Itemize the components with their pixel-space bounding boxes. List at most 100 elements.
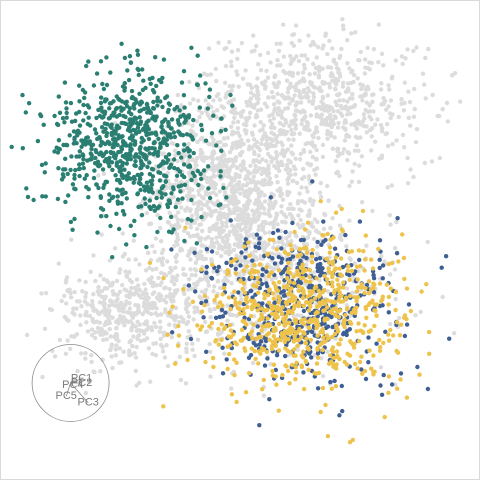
- data-point: [291, 339, 296, 344]
- data-point: [307, 267, 313, 273]
- data-point: [55, 196, 61, 202]
- data-point: [276, 268, 282, 273]
- data-point: [351, 79, 356, 85]
- data-point: [39, 291, 44, 296]
- data-point: [188, 257, 193, 262]
- data-point: [74, 306, 79, 311]
- data-point: [179, 218, 185, 223]
- data-point: [83, 142, 88, 147]
- data-point: [257, 285, 262, 291]
- data-point: [370, 99, 375, 105]
- data-point: [356, 248, 362, 253]
- data-point: [302, 66, 307, 71]
- data-point: [247, 253, 252, 258]
- data-point: [312, 316, 317, 322]
- data-point: [131, 127, 136, 133]
- data-point: [184, 132, 190, 137]
- data-point: [97, 113, 103, 119]
- data-point: [98, 59, 104, 64]
- data-point: [159, 250, 165, 256]
- data-point: [171, 130, 177, 135]
- data-point: [318, 261, 323, 267]
- data-point: [137, 115, 142, 120]
- data-point: [85, 302, 90, 307]
- data-point: [220, 205, 225, 210]
- data-point: [199, 206, 204, 212]
- data-point: [318, 342, 323, 348]
- data-point: [311, 91, 316, 96]
- data-point: [328, 113, 333, 118]
- data-point: [288, 168, 293, 173]
- data-point: [413, 140, 419, 145]
- data-point: [114, 211, 119, 216]
- data-point: [324, 297, 330, 303]
- data-point: [241, 335, 246, 341]
- data-point: [142, 188, 148, 193]
- data-point: [435, 113, 440, 119]
- data-point: [269, 277, 274, 282]
- data-point: [310, 224, 316, 230]
- data-point: [345, 112, 350, 117]
- data-point: [356, 57, 361, 63]
- data-point: [335, 329, 341, 334]
- data-point: [325, 281, 330, 286]
- data-point: [153, 55, 158, 60]
- data-point: [270, 291, 276, 296]
- data-point: [238, 293, 244, 298]
- data-point: [162, 173, 167, 178]
- data-point: [217, 189, 223, 194]
- data-point: [183, 208, 188, 213]
- data-point: [255, 85, 260, 90]
- data-point: [298, 258, 303, 263]
- data-point: [260, 267, 265, 272]
- data-point: [237, 151, 243, 157]
- data-point: [211, 137, 216, 142]
- data-point: [124, 177, 130, 182]
- data-point: [265, 293, 271, 298]
- data-point: [264, 322, 270, 327]
- data-point: [359, 285, 365, 290]
- data-point: [235, 56, 240, 61]
- data-point: [265, 316, 270, 321]
- data-point: [163, 130, 168, 135]
- data-point: [113, 347, 119, 352]
- data-point: [386, 310, 391, 315]
- data-point: [301, 303, 306, 308]
- data-point: [256, 361, 261, 366]
- data-point: [130, 134, 135, 139]
- data-point: [285, 276, 290, 281]
- data-point: [83, 110, 88, 116]
- data-point: [419, 289, 424, 294]
- data-point: [242, 166, 248, 172]
- data-point: [205, 72, 210, 78]
- data-point: [191, 117, 196, 123]
- data-point: [364, 130, 369, 135]
- data-point: [322, 117, 327, 123]
- data-point: [371, 353, 376, 358]
- data-point: [214, 294, 219, 299]
- data-point: [94, 71, 100, 76]
- data-point: [152, 249, 157, 255]
- data-point: [157, 178, 163, 183]
- data-point: [333, 306, 338, 311]
- data-point: [362, 290, 367, 296]
- data-point: [292, 112, 297, 118]
- data-point: [304, 185, 309, 190]
- data-point: [325, 183, 330, 189]
- data-point: [203, 98, 208, 103]
- data-point: [83, 390, 89, 396]
- data-point: [259, 80, 265, 86]
- data-point: [185, 310, 190, 315]
- biplot-axis-label: PC2: [71, 377, 92, 389]
- data-point: [243, 255, 248, 260]
- data-point: [258, 120, 263, 125]
- data-point: [103, 312, 108, 317]
- data-point: [314, 147, 319, 153]
- data-point: [290, 254, 296, 259]
- data-point: [24, 186, 29, 191]
- data-point: [121, 306, 126, 311]
- data-point: [158, 282, 163, 288]
- data-point: [83, 312, 88, 318]
- data-point: [204, 329, 210, 334]
- data-point: [260, 272, 265, 278]
